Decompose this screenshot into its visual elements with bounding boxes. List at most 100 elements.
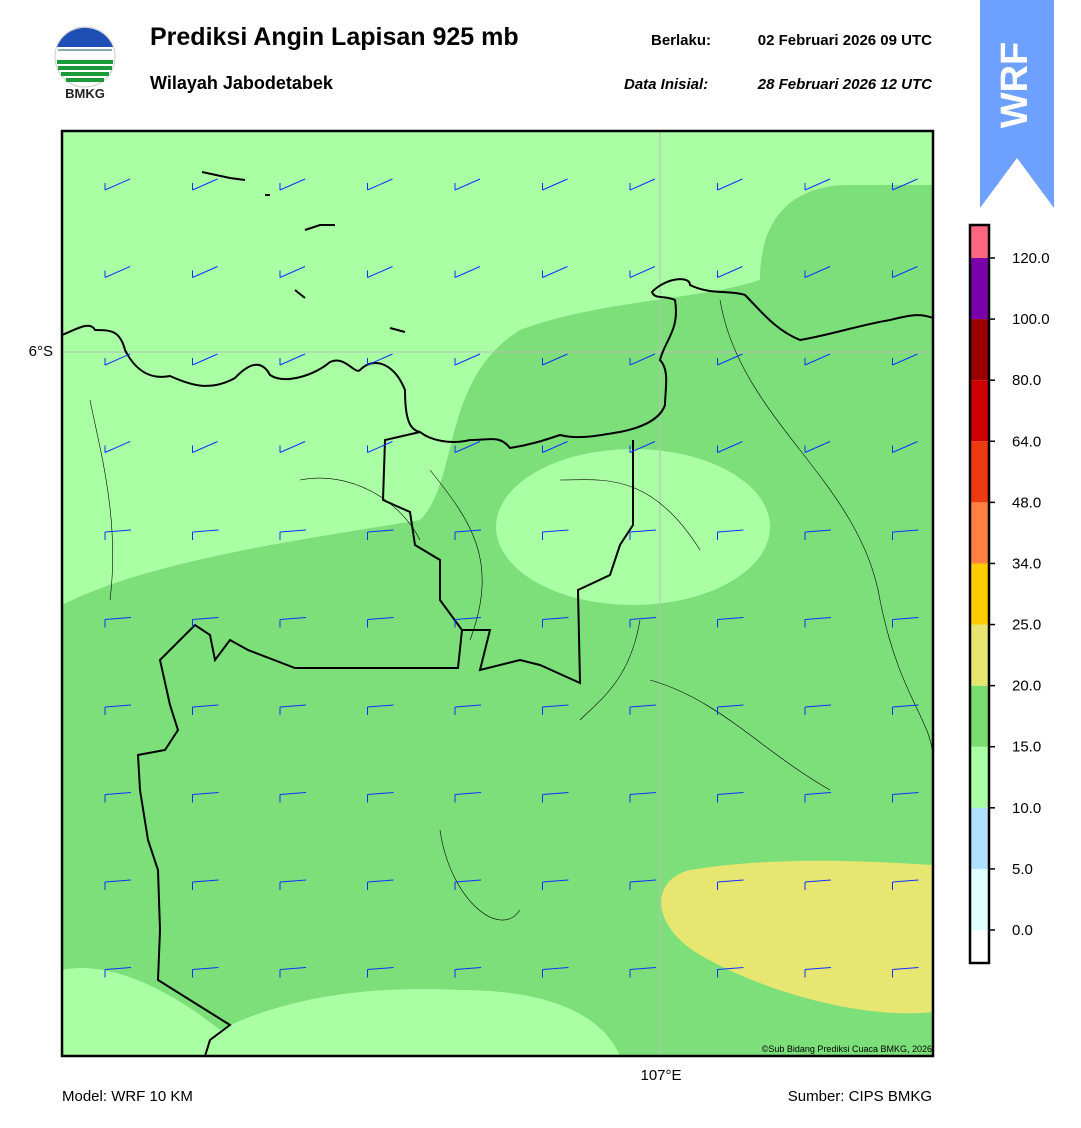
wind-barb [542, 879, 569, 890]
lat-label: 6°S [29, 343, 53, 360]
wind-barb [192, 529, 219, 540]
wind-barb [454, 441, 481, 453]
colorbar-tick-label: 25.0 [1012, 617, 1041, 634]
colorbar-tick-label: 15.0 [1012, 739, 1041, 756]
wind-barb [629, 353, 656, 366]
wind-barb [454, 967, 482, 978]
wind-barb [192, 704, 219, 715]
wind-barb [542, 529, 569, 540]
wind-barb [804, 879, 832, 890]
wind-barb [454, 529, 482, 540]
valid-label: Berlaku: [651, 32, 711, 49]
wind-barb [104, 178, 131, 191]
wind-barb [367, 266, 393, 278]
wind-barb [717, 529, 744, 540]
regency-border [89, 299, 933, 921]
wind-barb [804, 617, 832, 628]
colorbar-tick-label: 100.0 [1012, 311, 1050, 328]
colorbar-segment [970, 441, 989, 503]
wind-barb [629, 792, 657, 803]
wind-barb [542, 266, 568, 278]
wind-barb [542, 178, 568, 191]
map-frame [60, 129, 935, 1058]
badge-text: WRF [994, 42, 1036, 129]
colorbar-segment [970, 930, 989, 963]
wind-barb [804, 967, 832, 978]
wind-barb [104, 529, 132, 540]
wind-barb [104, 353, 131, 366]
wind-barb [367, 353, 393, 366]
logo-text: BMKG [65, 86, 105, 101]
wind-barb [892, 441, 918, 453]
bmkg-logo: BMKG [54, 26, 116, 101]
wind-barb [804, 266, 831, 278]
colorbar-segment [970, 563, 989, 625]
colorbar-tick-label: 34.0 [1012, 555, 1041, 572]
wind-barb [629, 266, 656, 278]
colorbar-segment [970, 258, 989, 320]
wind-barb [454, 266, 481, 278]
wind-barb [454, 353, 481, 366]
wind-barb [629, 704, 657, 715]
wind-barb [104, 441, 131, 453]
wind-barb [279, 441, 306, 453]
wind-barb [279, 266, 306, 278]
colorbar-segment [970, 868, 989, 930]
wind-barb [717, 617, 744, 628]
map-area [62, 131, 933, 1056]
wind-field-medium [62, 185, 933, 1056]
wind-barb [367, 704, 394, 715]
wind-barb [279, 353, 306, 366]
wind-barb [104, 617, 132, 628]
wind-barb [804, 441, 831, 453]
wind-barb [892, 967, 919, 978]
wind-barb [454, 704, 482, 715]
colorbar-segment [970, 807, 989, 869]
wind-barb [192, 617, 219, 628]
wind-barb [104, 879, 132, 890]
colorbar: 0.0 5.0 10.0 15.0 20.0 25.0 34.0 48.0 64.0 80.0 10… [968, 223, 1050, 965]
wind-barb [892, 353, 918, 366]
lon-label: 107°E [640, 1067, 681, 1084]
wind-barb [717, 879, 744, 890]
colorbar-tick-label: 5.0 [1012, 861, 1033, 878]
wind-barb [192, 178, 218, 191]
wind-barb [104, 266, 131, 278]
wind-barb [717, 178, 743, 191]
wind-barb [892, 266, 918, 278]
wind-barb [629, 529, 657, 540]
wind-barb [717, 266, 743, 278]
footer-model: Model: WRF 10 KM [62, 1088, 193, 1105]
wind-barb [454, 178, 481, 191]
valid-time: 02 Februari 2026 09 UTC [758, 32, 932, 49]
colorbar-tick-label: 80.0 [1012, 372, 1041, 389]
wind-barb [629, 178, 656, 191]
wind-barb [717, 967, 744, 978]
init-label: Data Inisial: [624, 76, 708, 93]
wind-barb [542, 617, 569, 628]
colorbar-frame [968, 223, 991, 965]
wind-barb [104, 967, 132, 978]
wind-barb [279, 879, 307, 890]
wind-barb [629, 441, 656, 453]
wind-barb [192, 441, 218, 453]
wind-barb [367, 529, 394, 540]
wind-barb [367, 178, 393, 191]
wind-barb [279, 792, 307, 803]
subtitle: Wilayah Jabodetabek [150, 73, 334, 93]
colorbar-segment [970, 502, 989, 564]
wind-barb [892, 704, 919, 715]
colorbar-tick-label: 0.0 [1012, 922, 1033, 939]
wind-barb [367, 967, 394, 978]
wind-barb [892, 178, 918, 191]
wind-barb [804, 704, 832, 715]
colorbar-segment [970, 225, 989, 258]
wind-barb [542, 704, 569, 715]
wind-barb [367, 792, 394, 803]
wind-barb [717, 441, 743, 453]
credit: ©Sub Bidang Prediksi Cuaca BMKG, 2026 [762, 1044, 932, 1054]
wind-barb [279, 529, 307, 540]
wind-barb [717, 353, 743, 366]
colorbar-tick-label: 48.0 [1012, 494, 1041, 511]
